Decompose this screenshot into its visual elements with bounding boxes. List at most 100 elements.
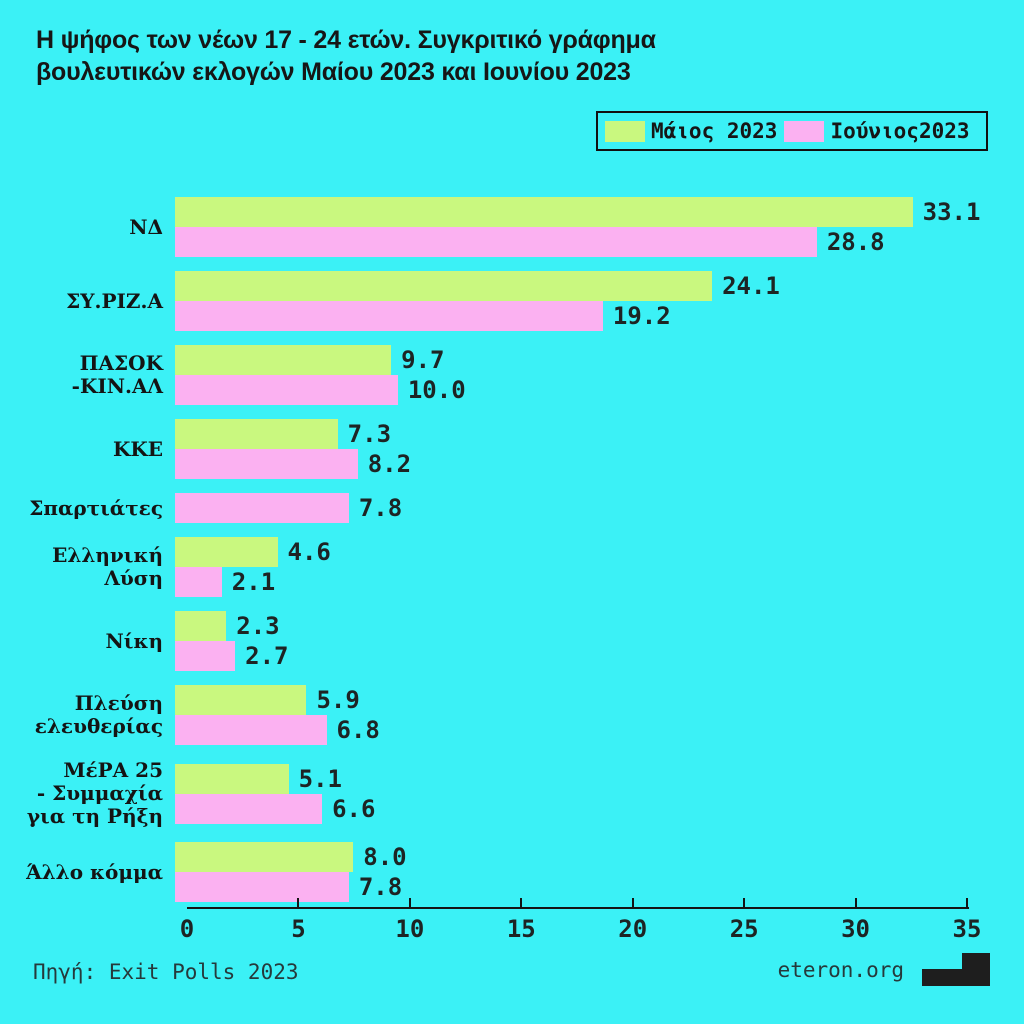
bar-value-label: 7.8 xyxy=(358,873,403,901)
bar-may xyxy=(175,537,278,567)
chart-title-line2: βουλευτικών εκλογών Μαίου 2023 και Ιουνί… xyxy=(36,58,631,86)
bar-group-bars: 4.6 2.1 xyxy=(175,537,987,597)
bar-value-label: 10.0 xyxy=(407,376,466,404)
bar-value-label: 4.6 xyxy=(287,538,331,566)
bar-june xyxy=(175,227,817,257)
legend-swatch-june xyxy=(784,120,825,142)
bar-line: 7.8 xyxy=(175,872,987,902)
bar-line: 28.8 xyxy=(175,227,987,257)
bar-june xyxy=(175,301,603,331)
x-tick-label: 10 xyxy=(395,915,425,943)
x-tick-label: 5 xyxy=(291,915,306,943)
legend-label-may: Μάιος 2023 xyxy=(651,119,778,143)
bar-june xyxy=(175,641,236,671)
bar-line: 6.8 xyxy=(175,715,987,745)
x-tick-label: 0 xyxy=(179,915,195,943)
bar-line: 8.2 xyxy=(175,449,987,479)
bar-june xyxy=(175,872,349,902)
bar-value-label: 2.3 xyxy=(236,612,280,640)
bar-may xyxy=(175,763,289,794)
category-label: ΜέΡΑ 25- Συμμαχία για τη Ρήξη xyxy=(26,758,163,828)
bar-group: Άλλο κόμμα 8.0 7.8 xyxy=(20,842,1004,902)
bar-group-bars: 7.3 8.2 xyxy=(175,419,987,479)
x-axis-tick xyxy=(854,898,857,907)
category-label: ΝΔ xyxy=(129,214,163,239)
bar-group: ΝΔ 33.1 28.8 xyxy=(20,197,1004,257)
brand-site-text: eteron.org xyxy=(777,957,904,982)
bar-line: 2.1 xyxy=(175,567,987,597)
x-tick-label: 30 xyxy=(841,915,871,943)
x-axis-tick xyxy=(966,898,968,907)
x-tick-label: 20 xyxy=(618,915,648,943)
x-tick-label: 25 xyxy=(729,915,759,943)
bar-may xyxy=(175,611,227,641)
bar-value-label: 6.8 xyxy=(336,716,380,744)
legend: Μάιος 2023 Ιούνιος2023 xyxy=(596,111,988,151)
bar-line: 5.1 xyxy=(175,763,987,794)
bar-may xyxy=(175,345,392,375)
x-axis-tick xyxy=(408,898,411,907)
bar-line: 6.6 xyxy=(175,793,987,824)
bar-group: Νίκη 2.3 2.7 xyxy=(20,611,1004,671)
category-label: Άλλο κόμμα xyxy=(26,859,163,884)
bar-line: 33.1 xyxy=(175,197,987,227)
category-label: Πλεύση ελευθερίας xyxy=(34,691,163,738)
eteron-logo-step-high xyxy=(962,953,990,986)
bar-value-label: 5.1 xyxy=(298,764,343,793)
bar-group-bars: 9.7 10.0 xyxy=(175,345,987,405)
bar-may xyxy=(175,685,307,715)
legend-item-may: Μάιος 2023 xyxy=(605,119,777,143)
bar-value-label: 8.2 xyxy=(367,450,412,478)
bar-group: ΣΥ.ΡΙΖ.Α 24.1 19.2 xyxy=(20,271,1004,331)
x-axis-tick xyxy=(297,898,300,907)
bar-june xyxy=(175,449,358,479)
bar-line: 24.1 xyxy=(175,271,987,301)
bar-value-label: 6.6 xyxy=(332,794,376,823)
eteron-logo-icon xyxy=(922,953,990,986)
source-note: Πηγή: Exit Polls 2023 xyxy=(33,960,299,984)
bar-value-label: 28.8 xyxy=(826,228,885,256)
bar-line: 2.3 xyxy=(175,611,987,641)
bar-group: Ελληνική Λύση 4.6 2.1 xyxy=(20,537,1004,597)
x-tick-label: 35 xyxy=(952,915,982,943)
bar-group-bars: 33.1 28.8 xyxy=(175,197,987,257)
bar-chart: ΝΔ 33.1 28.8 ΣΥ.ΡΙΖ.Α 24.1 19.2 ΠΑΣΟΚ -ΚΙ… xyxy=(20,197,1004,916)
legend-label-june: Ιούνιος2023 xyxy=(830,119,970,143)
bar-group-bars: 24.1 19.2 xyxy=(175,271,987,331)
bar-group: Σπαρτιάτες 7.8 xyxy=(20,493,1004,523)
x-axis-tick-labels: 0 5 10 15 20 25 30 35 xyxy=(180,915,982,945)
bar-value-label: 2.1 xyxy=(231,568,276,596)
chart-title: Η ψήφος των νέων 17 - 24 ετών. Συγκριτικ… xyxy=(36,24,656,88)
bar-group-bars: 8.0 7.8 xyxy=(175,842,987,902)
category-label: ΠΑΣΟΚ -ΚΙΝ.ΑΛ xyxy=(71,351,163,398)
bar-june xyxy=(175,567,222,597)
bar-line: 7.8 xyxy=(175,493,987,523)
bar-line: 4.6 xyxy=(175,537,987,567)
bar-may xyxy=(175,197,913,227)
bar-line: 8.0 xyxy=(175,842,987,872)
bar-group-bars: 5.9 6.8 xyxy=(175,685,987,745)
bar-group: ΜέΡΑ 25- Συμμαχία για τη Ρήξη 5.1 6.6 xyxy=(20,759,1004,828)
category-label: Νίκη xyxy=(105,628,164,653)
bar-value-label: 24.1 xyxy=(722,272,780,300)
bar-value-label: 2.7 xyxy=(245,642,289,670)
category-label: Σπαρτιάτες xyxy=(29,495,163,520)
bar-june xyxy=(175,793,323,824)
chart-title-line1: Η ψήφος των νέων 17 - 24 ετών. Συγκριτικ… xyxy=(36,26,656,54)
bar-group-bars: 5.1 6.6 xyxy=(175,763,987,824)
bar-may xyxy=(175,271,713,301)
legend-swatch-may xyxy=(605,120,645,142)
category-label: ΚΚΕ xyxy=(112,436,163,461)
category-label: ΣΥ.ΡΙΖ.Α xyxy=(66,288,163,313)
bar-value-label: 7.3 xyxy=(347,420,392,448)
bar-group: Πλεύση ελευθερίας 5.9 6.8 xyxy=(20,685,1004,745)
x-axis-tick xyxy=(520,898,523,907)
bar-value-label: 19.2 xyxy=(612,302,671,330)
bar-group: ΠΑΣΟΚ -ΚΙΝ.ΑΛ 9.7 10.0 xyxy=(20,345,1004,405)
bar-line: 19.2 xyxy=(175,301,987,331)
bar-group-bars: 7.8 xyxy=(175,493,987,523)
bar-line: 2.7 xyxy=(175,641,987,671)
bar-june xyxy=(175,375,398,405)
bar-line: 9.7 xyxy=(175,345,987,375)
category-label: Ελληνική Λύση xyxy=(52,543,163,590)
